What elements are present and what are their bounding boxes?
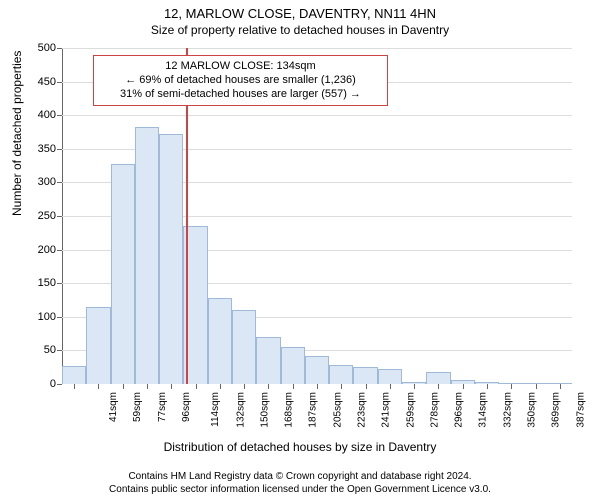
x-tick xyxy=(487,384,488,389)
x-tick xyxy=(341,384,342,389)
histogram-bar xyxy=(159,134,183,384)
x-tick-label: 187sqm xyxy=(308,392,319,428)
annotation-line: 12 MARLOW CLOSE: 134sqm xyxy=(100,59,382,73)
x-tick-label: 223sqm xyxy=(357,392,368,428)
histogram-bar xyxy=(353,367,377,384)
x-tick xyxy=(366,384,367,389)
y-tick-label: 250 xyxy=(26,210,56,222)
x-tick xyxy=(123,384,124,389)
y-tick-label: 400 xyxy=(26,109,56,121)
annotation-line: ← 69% of detached houses are smaller (1,… xyxy=(100,73,382,87)
x-tick-label: 168sqm xyxy=(284,392,295,428)
y-tick xyxy=(57,317,62,318)
x-tick xyxy=(220,384,221,389)
x-tick xyxy=(463,384,464,389)
x-tick-label: 259sqm xyxy=(405,392,416,428)
x-tick xyxy=(268,384,269,389)
y-tick-label: 450 xyxy=(26,76,56,88)
y-tick xyxy=(57,115,62,116)
y-tick-label: 300 xyxy=(26,176,56,188)
y-tick xyxy=(57,384,62,385)
y-tick-label: 500 xyxy=(26,42,56,54)
y-tick xyxy=(57,82,62,83)
footer-attribution: Contains HM Land Registry data © Crown c… xyxy=(0,470,600,496)
x-tick-label: 350sqm xyxy=(527,392,538,428)
x-tick xyxy=(244,384,245,389)
x-tick xyxy=(171,384,172,389)
footer-line-1: Contains HM Land Registry data © Crown c… xyxy=(0,470,600,483)
histogram-bar xyxy=(62,366,86,384)
x-tick-label: 387sqm xyxy=(575,392,586,428)
x-tick xyxy=(317,384,318,389)
x-tick xyxy=(147,384,148,389)
x-tick-label: 332sqm xyxy=(502,392,513,428)
y-tick xyxy=(57,149,62,150)
annotation-box: 12 MARLOW CLOSE: 134sqm← 69% of detached… xyxy=(93,55,389,106)
page-title: 12, MARLOW CLOSE, DAVENTRY, NN11 4HN xyxy=(0,0,600,21)
plot-area: 41sqm59sqm77sqm96sqm114sqm132sqm150sqm16… xyxy=(62,48,572,384)
page-subtitle: Size of property relative to detached ho… xyxy=(0,21,600,37)
histogram-bar xyxy=(86,307,110,384)
y-tick-label: 150 xyxy=(26,277,56,289)
x-tick-label: 41sqm xyxy=(108,392,119,422)
y-axis-label: Number of detached properties xyxy=(10,51,24,216)
x-tick-label: 150sqm xyxy=(259,392,270,428)
histogram-bar xyxy=(232,310,256,384)
x-tick xyxy=(390,384,391,389)
x-tick-label: 205sqm xyxy=(332,392,343,428)
x-axis-label: Distribution of detached houses by size … xyxy=(0,440,600,454)
histogram-bar xyxy=(426,372,450,384)
x-tick-label: 296sqm xyxy=(454,392,465,428)
histogram-bar xyxy=(256,337,280,384)
x-tick xyxy=(438,384,439,389)
x-tick-label: 96sqm xyxy=(181,392,192,422)
x-tick-label: 132sqm xyxy=(235,392,246,428)
y-tick xyxy=(57,283,62,284)
y-tick xyxy=(57,350,62,351)
x-tick-label: 241sqm xyxy=(381,392,392,428)
histogram-bar xyxy=(208,298,232,384)
x-tick xyxy=(536,384,537,389)
y-tick-label: 50 xyxy=(26,344,56,356)
x-tick-label: 369sqm xyxy=(551,392,562,428)
x-tick xyxy=(98,384,99,389)
x-tick-label: 77sqm xyxy=(157,392,168,422)
footer-line-2: Contains public sector information licen… xyxy=(0,483,600,496)
y-tick-label: 200 xyxy=(26,244,56,256)
chart-container: 12, MARLOW CLOSE, DAVENTRY, NN11 4HN Siz… xyxy=(0,0,600,500)
y-tick xyxy=(57,216,62,217)
x-tick xyxy=(293,384,294,389)
histogram-bar xyxy=(329,365,353,384)
x-tick xyxy=(560,384,561,389)
histogram-bar xyxy=(135,127,159,384)
histogram-bar xyxy=(111,164,135,384)
annotation-line: 31% of semi-detached houses are larger (… xyxy=(100,87,382,101)
x-tick-label: 114sqm xyxy=(210,392,221,427)
x-tick xyxy=(196,384,197,389)
x-tick xyxy=(74,384,75,389)
y-tick xyxy=(57,250,62,251)
x-tick-label: 278sqm xyxy=(429,392,440,428)
x-tick xyxy=(511,384,512,389)
histogram-bar xyxy=(281,347,305,384)
grid-line xyxy=(62,48,572,49)
y-tick-label: 350 xyxy=(26,143,56,155)
x-tick-label: 314sqm xyxy=(478,392,489,428)
histogram-bar xyxy=(378,369,402,384)
x-tick xyxy=(414,384,415,389)
y-tick xyxy=(57,182,62,183)
histogram-bar xyxy=(305,356,329,384)
y-tick-label: 100 xyxy=(26,311,56,323)
y-tick-label: 0 xyxy=(26,378,56,390)
y-tick xyxy=(57,48,62,49)
grid-line xyxy=(62,115,572,116)
x-tick-label: 59sqm xyxy=(132,392,143,422)
